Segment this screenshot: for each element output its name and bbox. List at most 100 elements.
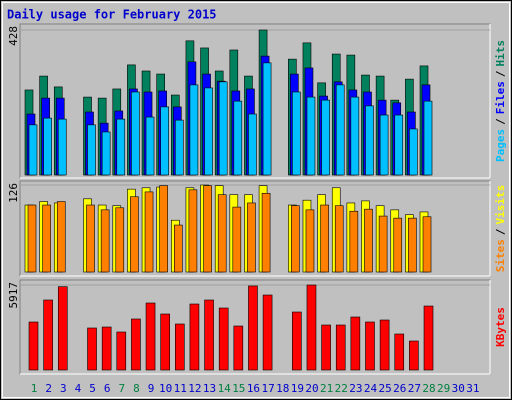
bar [27, 204, 37, 273]
legend-separator: / [494, 228, 507, 235]
bar [394, 333, 405, 371]
bar [261, 192, 271, 273]
bar [422, 216, 432, 273]
bar [56, 201, 66, 273]
y-tick-label: 428 [7, 26, 20, 46]
bar [393, 217, 403, 273]
bar [131, 318, 141, 371]
x-tick-label: 14 [218, 382, 232, 395]
x-tick-label: 31 [466, 382, 479, 395]
bar [247, 202, 256, 273]
bar [350, 316, 361, 371]
bar [232, 206, 242, 273]
x-tick-label: 10 [159, 382, 172, 395]
bar [335, 324, 346, 371]
bar [292, 91, 301, 176]
bar [175, 119, 184, 176]
bar [175, 323, 185, 371]
x-tick-label: 8 [133, 382, 140, 395]
bar [321, 99, 330, 176]
bar [262, 62, 272, 176]
bar [378, 215, 388, 273]
x-tick-label: 30 [452, 382, 465, 395]
bar [28, 124, 38, 176]
bar [305, 209, 315, 273]
legend-label: KBytes [494, 307, 507, 347]
bar [160, 313, 170, 371]
bar [379, 114, 389, 176]
bar [408, 217, 417, 273]
bar [409, 128, 418, 176]
bar [189, 84, 199, 176]
x-tick-label: 26 [393, 382, 406, 395]
bar [233, 100, 243, 176]
x-tick-label: 27 [408, 382, 421, 395]
y-tick-label: 126 [7, 183, 20, 203]
legend-label: Visits [494, 185, 507, 225]
x-tick-label: 22 [335, 382, 348, 395]
bar [131, 91, 140, 176]
bar [349, 210, 359, 273]
bar [306, 284, 317, 371]
bar [43, 299, 53, 371]
bar [350, 96, 360, 176]
bar [28, 321, 39, 371]
x-tick-label: 3 [60, 382, 67, 395]
bar [160, 106, 169, 176]
bar [218, 81, 228, 176]
bar [233, 325, 244, 371]
bar [174, 224, 183, 273]
x-tick-label: 25 [378, 382, 391, 395]
x-tick-label: 21 [320, 382, 333, 395]
bar [218, 307, 229, 371]
legend: KBytes [494, 307, 507, 347]
bar [409, 340, 419, 371]
bar [130, 196, 139, 273]
bar [335, 84, 345, 176]
bar [291, 205, 300, 273]
bar [204, 87, 213, 176]
bar [292, 311, 302, 371]
x-tick-label: 6 [104, 382, 111, 395]
x-tick-label: 24 [364, 382, 378, 395]
bar [145, 302, 156, 371]
x-tick-label: 16 [247, 382, 260, 395]
legend: Pages / Files / Hits [494, 40, 507, 162]
x-tick-label: 29 [437, 382, 450, 395]
legend-label: Hits [494, 40, 507, 67]
x-tick-label: 9 [148, 382, 155, 395]
bar [423, 305, 434, 371]
legend-label: Files [494, 81, 507, 114]
bar [101, 131, 111, 176]
x-tick-label: 5 [89, 382, 96, 395]
x-tick-label: 17 [261, 382, 274, 395]
bar [423, 100, 433, 176]
x-tick-label: 15 [232, 382, 245, 395]
bar [144, 191, 154, 273]
bar [379, 319, 390, 371]
bar [306, 96, 316, 176]
x-tick-label: 20 [305, 382, 318, 395]
legend-separator: / [494, 118, 507, 125]
bar [100, 209, 110, 273]
bar [116, 331, 127, 371]
bar [87, 124, 96, 176]
x-tick-label: 23 [349, 382, 362, 395]
bar [394, 114, 404, 176]
bar [87, 327, 97, 371]
legend-separator: / [494, 70, 507, 77]
x-tick-label: 1 [31, 382, 38, 395]
bar [203, 185, 212, 273]
bar [248, 285, 258, 371]
bar [159, 185, 168, 273]
bar [116, 118, 126, 176]
x-tick-label: 28 [422, 382, 435, 395]
bar [188, 189, 198, 273]
x-tick-label: 11 [174, 382, 187, 395]
x-tick-label: 12 [188, 382, 201, 395]
bar [262, 294, 273, 371]
bar [57, 118, 67, 176]
bar [364, 208, 373, 273]
bar [217, 194, 227, 273]
